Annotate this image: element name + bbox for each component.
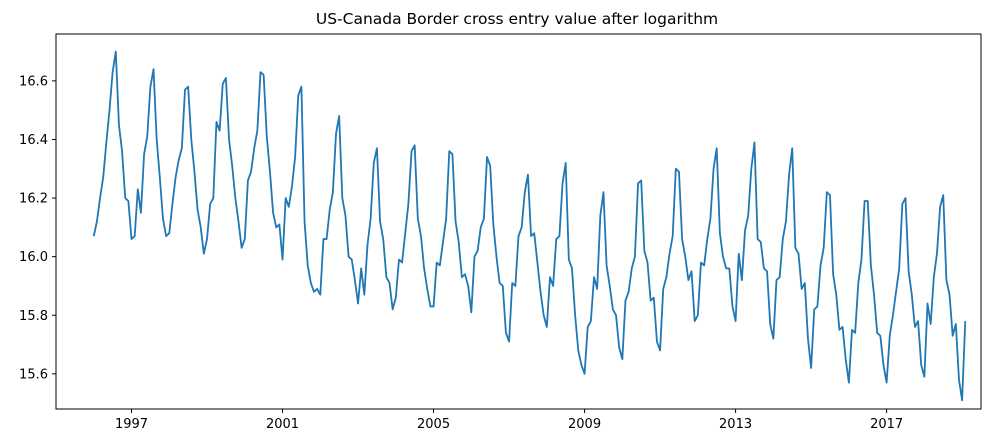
x-axis-ticks: 1997 2001 2005 2009 2013 2017: [115, 409, 903, 432]
x-tick-label: 2005: [417, 417, 450, 432]
y-tick-label: 16.6: [19, 74, 48, 89]
y-axis-ticks: 15.6 15.8 16.0 16.2 16.4 16.6: [19, 74, 56, 382]
x-tick-label: 2009: [568, 417, 601, 432]
x-tick-label: 2017: [870, 417, 903, 432]
chart-title: US-Canada Border cross entry value after…: [316, 10, 718, 28]
x-tick-label: 1997: [115, 417, 148, 432]
y-tick-label: 15.6: [19, 367, 48, 382]
series-line: [92, 50, 967, 402]
y-tick-label: 15.8: [19, 309, 48, 324]
plot-area-frame: [55, 33, 982, 410]
x-tick-label: 2001: [266, 417, 299, 432]
y-tick-label: 16.0: [19, 250, 48, 265]
x-tick-label: 2013: [719, 417, 752, 432]
y-tick-label: 16.2: [19, 192, 48, 207]
y-tick-label: 16.4: [19, 133, 48, 148]
